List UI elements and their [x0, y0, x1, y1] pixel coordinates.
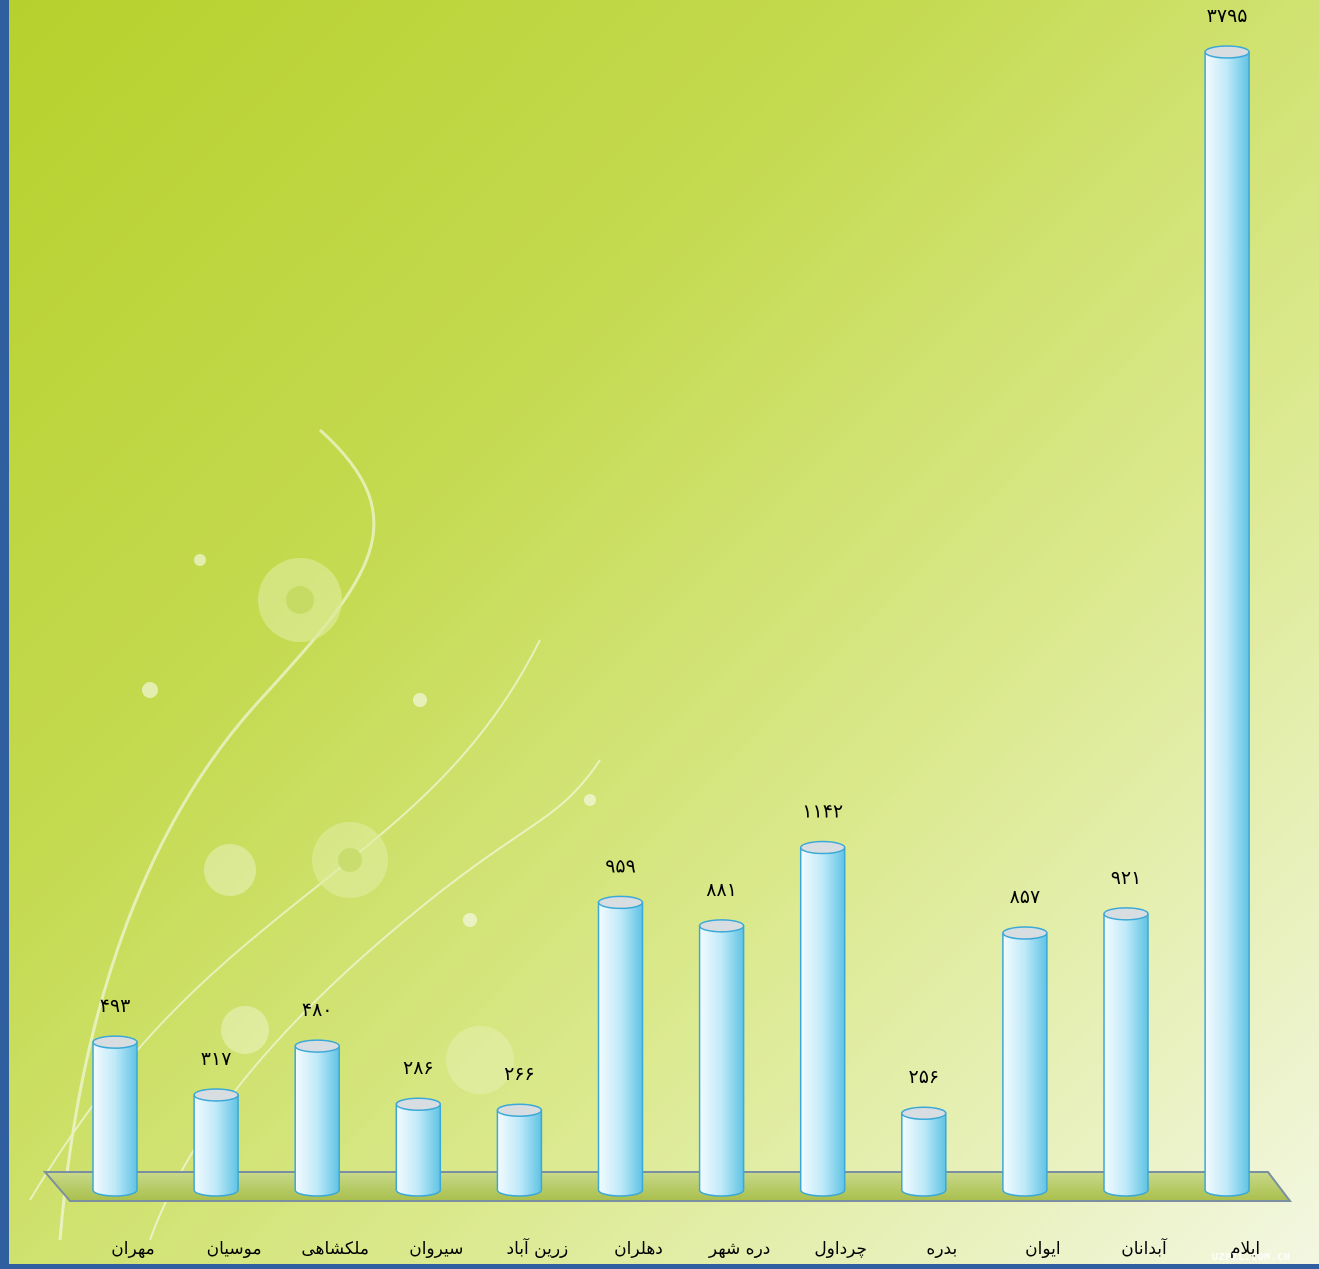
category-label: چرداول — [814, 1239, 867, 1259]
category-label: سیروان — [409, 1239, 463, 1259]
category-label: دهلران — [614, 1239, 663, 1259]
data-label: ۸۵۷ — [1010, 886, 1041, 908]
data-label: ۲۶۶ — [504, 1063, 535, 1085]
category-label: ایلام — [1230, 1239, 1260, 1259]
category-label: آبدانان — [1121, 1237, 1168, 1259]
frame-left-border — [0, 0, 9, 1269]
bar — [1103, 907, 1149, 1197]
watermark: UZPZL.COM.CN — [1212, 1252, 1291, 1263]
category-label: بدره — [926, 1239, 957, 1259]
bar — [901, 1106, 947, 1197]
bar — [799, 840, 846, 1197]
bar — [597, 895, 644, 1197]
category-label: ایوان — [1025, 1239, 1060, 1259]
bar — [294, 1039, 340, 1197]
bar — [395, 1097, 442, 1197]
bar — [193, 1088, 239, 1197]
data-label: ۴۸۰ — [302, 999, 333, 1021]
data-label: ۲۸۶ — [403, 1057, 434, 1079]
category-label: دره شهر — [708, 1239, 771, 1259]
floral-decoration — [29, 428, 601, 1241]
bar — [1002, 926, 1048, 1197]
data-label: ۴۹۳ — [100, 995, 131, 1017]
category-label: موسیان — [207, 1239, 262, 1259]
category-label: ملکشاهی — [301, 1239, 369, 1259]
data-label: ۱۱۴۲ — [802, 801, 843, 823]
category-label: مهران — [111, 1239, 155, 1259]
data-label: ۹۲۱ — [1111, 867, 1142, 889]
bar — [698, 919, 745, 1197]
bar — [496, 1103, 543, 1197]
category-label: زرین آباد — [507, 1237, 569, 1259]
data-label: ۳۱۷ — [201, 1048, 232, 1070]
chart-floor — [42, 1171, 1293, 1202]
data-label: ۳۷۹۵ — [1207, 5, 1248, 27]
bar — [1204, 45, 1250, 1197]
bar — [92, 1035, 138, 1197]
data-label: ۲۵۶ — [908, 1066, 939, 1088]
data-label: ۸۸۱ — [706, 879, 737, 901]
frame-bottom-border — [0, 1264, 1319, 1269]
data-label: ۹۵۹ — [605, 855, 636, 877]
